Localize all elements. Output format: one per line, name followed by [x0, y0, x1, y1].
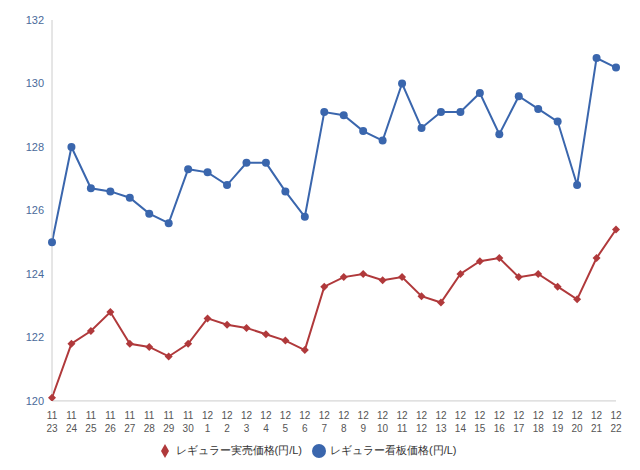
svg-text:1123: 1123 — [46, 410, 58, 434]
svg-text:1217: 1217 — [513, 410, 525, 434]
svg-text:125: 125 — [280, 410, 292, 434]
svg-text:1130: 1130 — [183, 410, 195, 434]
svg-text:1211: 1211 — [397, 410, 409, 434]
svg-text:120: 120 — [26, 395, 44, 407]
svg-text:1212: 1212 — [416, 410, 428, 434]
svg-text:121: 121 — [202, 410, 214, 434]
svg-text:1222: 1222 — [610, 410, 622, 434]
svg-text:122: 122 — [26, 331, 44, 343]
svg-text:128: 128 — [26, 141, 44, 153]
svg-text:1221: 1221 — [591, 410, 603, 434]
html-text:レギュラー看板価格(円/L): レギュラー看板価格(円/L) — [330, 443, 457, 456]
svg-text:130: 130 — [26, 77, 44, 89]
svg-text:1216: 1216 — [494, 410, 506, 434]
svg-text:128: 128 — [338, 410, 350, 434]
html-text:レギュラー実売価格(円/L): レギュラー実売価格(円/L) — [175, 443, 302, 456]
svg-text:126: 126 — [299, 410, 311, 434]
svg-text:126: 126 — [26, 204, 44, 216]
svg-text:1213: 1213 — [435, 410, 447, 434]
svg-text:127: 127 — [319, 410, 331, 434]
svg-text:1214: 1214 — [455, 410, 467, 434]
svg-text:1126: 1126 — [105, 410, 117, 434]
svg-text:122: 122 — [221, 410, 233, 434]
svg-text:1215: 1215 — [474, 410, 486, 434]
svg-text:1127: 1127 — [124, 410, 136, 434]
svg-text:1218: 1218 — [533, 410, 545, 434]
svg-text:1220: 1220 — [572, 410, 584, 434]
svg-text:124: 124 — [26, 268, 44, 280]
svg-text:1129: 1129 — [163, 410, 175, 434]
svg-text:1210: 1210 — [377, 410, 389, 434]
svg-text:129: 129 — [358, 410, 370, 434]
svg-text:1219: 1219 — [552, 410, 564, 434]
svg-text:123: 123 — [241, 410, 253, 434]
svg-text:1124: 1124 — [66, 410, 78, 434]
svg-text:132: 132 — [26, 14, 44, 26]
svg-text:1125: 1125 — [85, 410, 97, 434]
svg-text:1128: 1128 — [144, 410, 156, 434]
svg-text:124: 124 — [260, 410, 272, 434]
